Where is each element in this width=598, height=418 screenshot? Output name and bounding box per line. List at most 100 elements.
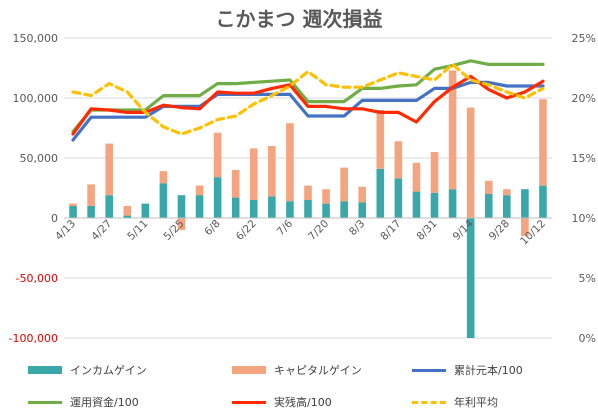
capital-gain-bar	[177, 218, 186, 230]
capital-gain-bar	[521, 218, 529, 236]
legend-income-gain: インカムゲイン	[28, 362, 147, 378]
capital-gain-bar	[105, 143, 113, 196]
capital-gain-bar	[69, 203, 77, 206]
capital-gain-bar	[213, 132, 222, 178]
legend-capital-gain: キャピタルゲイン	[232, 362, 362, 378]
chart-title: こかまつ 週次損益	[216, 7, 383, 31]
y-right-tick-label: 15%	[572, 152, 596, 165]
y-right-tick-label: 10%	[572, 212, 596, 225]
legend-annual-rate: 年利平均	[412, 394, 498, 410]
capital-gain-bar	[322, 189, 330, 204]
income-gain-bar	[521, 189, 529, 218]
y-left-tick-label: 0	[51, 212, 58, 225]
income-gain-bar	[159, 183, 168, 218]
income-gain-bar	[412, 191, 421, 218]
y-left-tick-label: 150,000	[13, 32, 59, 45]
income-gain-bar	[123, 215, 132, 218]
left-axis-ticks: 150,000 100,000 50,000 0 -50,000 -100,000	[9, 32, 58, 345]
legend-swatch	[412, 400, 446, 404]
income-gain-bar	[466, 218, 475, 338]
capital-gain-bar	[412, 162, 421, 192]
legend-swatch	[28, 366, 62, 374]
y-right-tick-label: 0%	[579, 332, 596, 345]
legend-label: 実残高/100	[274, 396, 332, 409]
y-left-tick-label: -50,000	[16, 272, 58, 285]
income-gain-bar	[286, 201, 294, 218]
legend-label: インカムゲイン	[70, 364, 147, 377]
legend-label: 累計元本/100	[454, 364, 523, 377]
x-tick-label: 6/8	[202, 218, 222, 238]
balance-line	[71, 74, 545, 136]
income-gain-bar	[141, 203, 150, 218]
x-tick-label: 6/22	[234, 218, 259, 243]
y-right-tick-label: 25%	[572, 32, 596, 45]
legend-label: キャピタルゲイン	[274, 364, 362, 377]
legend-swatch	[412, 368, 446, 372]
capital-gain-bar	[376, 110, 385, 169]
income-gain-bar	[430, 192, 439, 218]
x-tick-label: 9/28	[487, 218, 512, 243]
y-right-tick-label: 5%	[579, 272, 596, 285]
line-series	[71, 59, 545, 142]
income-gain-bar	[304, 200, 312, 218]
x-tick-label: 8/17	[378, 218, 403, 243]
income-gain-bar	[322, 203, 330, 218]
capital-gain-bar	[304, 185, 312, 200]
capital-gain-bar	[159, 171, 168, 184]
income-gain-bar	[539, 185, 547, 218]
income-gain-bar	[268, 196, 276, 218]
income-gain-bar	[376, 168, 385, 218]
income-gain-bar	[249, 200, 258, 218]
income-gain-bar	[105, 195, 113, 218]
x-tick-label: 7/6	[275, 217, 296, 238]
fund-line	[71, 59, 545, 134]
legend-swatch	[28, 400, 62, 404]
legend-label: 年利平均	[454, 396, 498, 409]
chart-legend: インカムゲイン キャピタルゲイン 累計元本/100 運用資金/100 実残高/100 年利…	[0, 348, 598, 418]
capital-gain-bar	[87, 184, 95, 206]
capital-gain-bar	[231, 170, 240, 198]
legend-fund: 運用資金/100	[28, 394, 139, 410]
legend-swatch	[232, 400, 266, 404]
income-gain-bar	[358, 202, 367, 218]
income-gain-bar	[503, 195, 511, 218]
principal-line	[71, 80, 545, 142]
capital-gain-bar	[466, 107, 475, 218]
income-gain-bar	[87, 206, 95, 218]
income-gain-bar	[394, 178, 403, 218]
x-tick-label: 8/31	[414, 218, 439, 243]
right-axis-ticks: 25% 20% 15% 10% 5% 0%	[572, 32, 596, 345]
y-right-tick-label: 20%	[572, 92, 596, 105]
capital-gain-bar	[123, 206, 132, 216]
legend-principal: 累計元本/100	[412, 362, 523, 378]
capital-gain-bar	[268, 146, 276, 197]
capital-gain-bar	[195, 185, 204, 196]
capital-gain-bar	[430, 152, 439, 193]
legend-balance: 実残高/100	[232, 394, 332, 410]
legend-swatch	[232, 366, 266, 374]
annual-rate-line	[71, 62, 545, 136]
income-gain-bar	[177, 195, 186, 218]
income-gain-bar	[231, 197, 240, 218]
capital-gain-bar	[286, 123, 294, 202]
capital-gain-bar	[484, 180, 493, 194]
income-gain-bar	[484, 194, 493, 218]
capital-gain-bar	[394, 141, 403, 179]
capital-gain-bar	[539, 99, 547, 186]
x-tick-label: 5/11	[125, 218, 150, 243]
income-gain-bar	[340, 201, 348, 218]
capital-gain-bar	[340, 167, 348, 202]
x-tick-label: 7/20	[306, 218, 331, 243]
income-gain-bar	[195, 195, 204, 218]
x-tick-label: 8/3	[347, 218, 367, 238]
capital-gain-bar	[448, 70, 457, 190]
legend-label: 運用資金/100	[70, 396, 139, 409]
income-gain-bar	[213, 177, 222, 218]
capital-gain-bar	[358, 186, 367, 203]
capital-gain-bar	[249, 148, 258, 200]
y-left-tick-label: -100,000	[9, 332, 58, 345]
capital-gain-bar	[503, 189, 511, 196]
y-left-tick-label: 100,000	[13, 92, 59, 105]
